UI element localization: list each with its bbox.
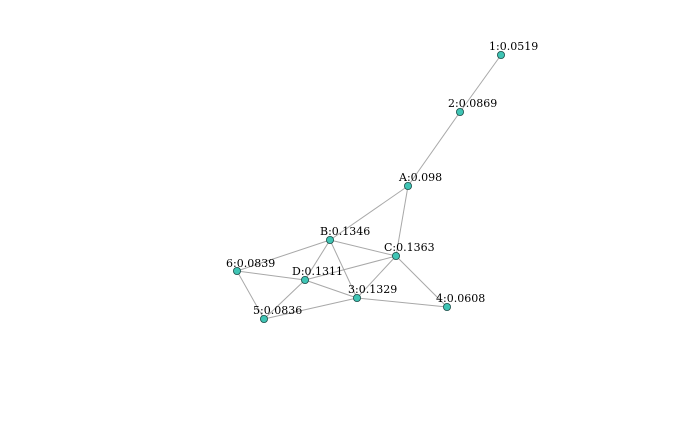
node-3[interactable]: 3:0.1329 xyxy=(348,283,397,302)
edge-D-5 xyxy=(263,279,306,320)
node-label-3: 3:0.1329 xyxy=(348,283,397,296)
edge-D-3 xyxy=(304,279,358,299)
node-label-5: 5:0.0836 xyxy=(253,304,302,317)
node-dot-D[interactable] xyxy=(300,275,309,284)
node-5[interactable]: 5:0.0836 xyxy=(253,304,302,323)
node-label-4: 4:0.0608 xyxy=(436,292,485,305)
edge-B-D xyxy=(304,239,331,281)
edge-A-B xyxy=(329,185,409,241)
node-dot-4[interactable] xyxy=(442,302,451,311)
node-4[interactable]: 4:0.0608 xyxy=(436,292,485,311)
node-label-2: 2:0.0869 xyxy=(448,97,497,110)
node-label-1: 1:0.0519 xyxy=(489,40,538,53)
node-D[interactable]: D:0.1311 xyxy=(292,265,343,284)
node-label-D: D:0.1311 xyxy=(292,265,343,278)
node-dot-6[interactable] xyxy=(232,266,241,275)
edge-A-C xyxy=(395,185,409,257)
node-A[interactable]: A:0.098 xyxy=(398,171,442,190)
edge-6-D xyxy=(236,270,306,281)
graph-nodes: 1:0.0519 2:0.0869 A:0.098 B:0.1346 C:0.1363 6… xyxy=(226,40,538,323)
edge-1-2 xyxy=(459,54,502,113)
node-dot-B[interactable] xyxy=(325,235,334,244)
edge-D-C xyxy=(304,255,397,281)
node-dot-C[interactable] xyxy=(391,251,400,260)
edge-2-A xyxy=(407,111,461,187)
node-6[interactable]: 6:0.0839 xyxy=(226,257,275,275)
graph-edges xyxy=(236,54,502,320)
edge-B-3 xyxy=(329,239,358,299)
node-dot-3[interactable] xyxy=(352,293,361,302)
node-1[interactable]: 1:0.0519 xyxy=(489,40,538,60)
node-label-A: A:0.098 xyxy=(398,171,442,184)
edge-B-C xyxy=(329,239,397,257)
node-label-6: 6:0.0839 xyxy=(226,257,275,270)
node-dot-5[interactable] xyxy=(259,314,268,323)
node-C[interactable]: C:0.1363 xyxy=(384,241,435,260)
node-2[interactable]: 2:0.0869 xyxy=(448,97,497,117)
node-dot-A[interactable] xyxy=(403,181,412,190)
node-label-B: B:0.1346 xyxy=(320,225,370,238)
edge-6-5 xyxy=(236,270,265,320)
edge-C-4 xyxy=(395,255,448,308)
edge-3-5 xyxy=(263,297,358,320)
node-dot-1[interactable] xyxy=(496,51,505,60)
node-dot-2[interactable] xyxy=(455,108,464,117)
node-B[interactable]: B:0.1346 xyxy=(320,225,370,244)
edge-B-6 xyxy=(236,239,331,272)
edge-C-3 xyxy=(356,255,397,299)
edge-3-4 xyxy=(356,297,448,308)
node-label-C: C:0.1363 xyxy=(384,241,435,254)
